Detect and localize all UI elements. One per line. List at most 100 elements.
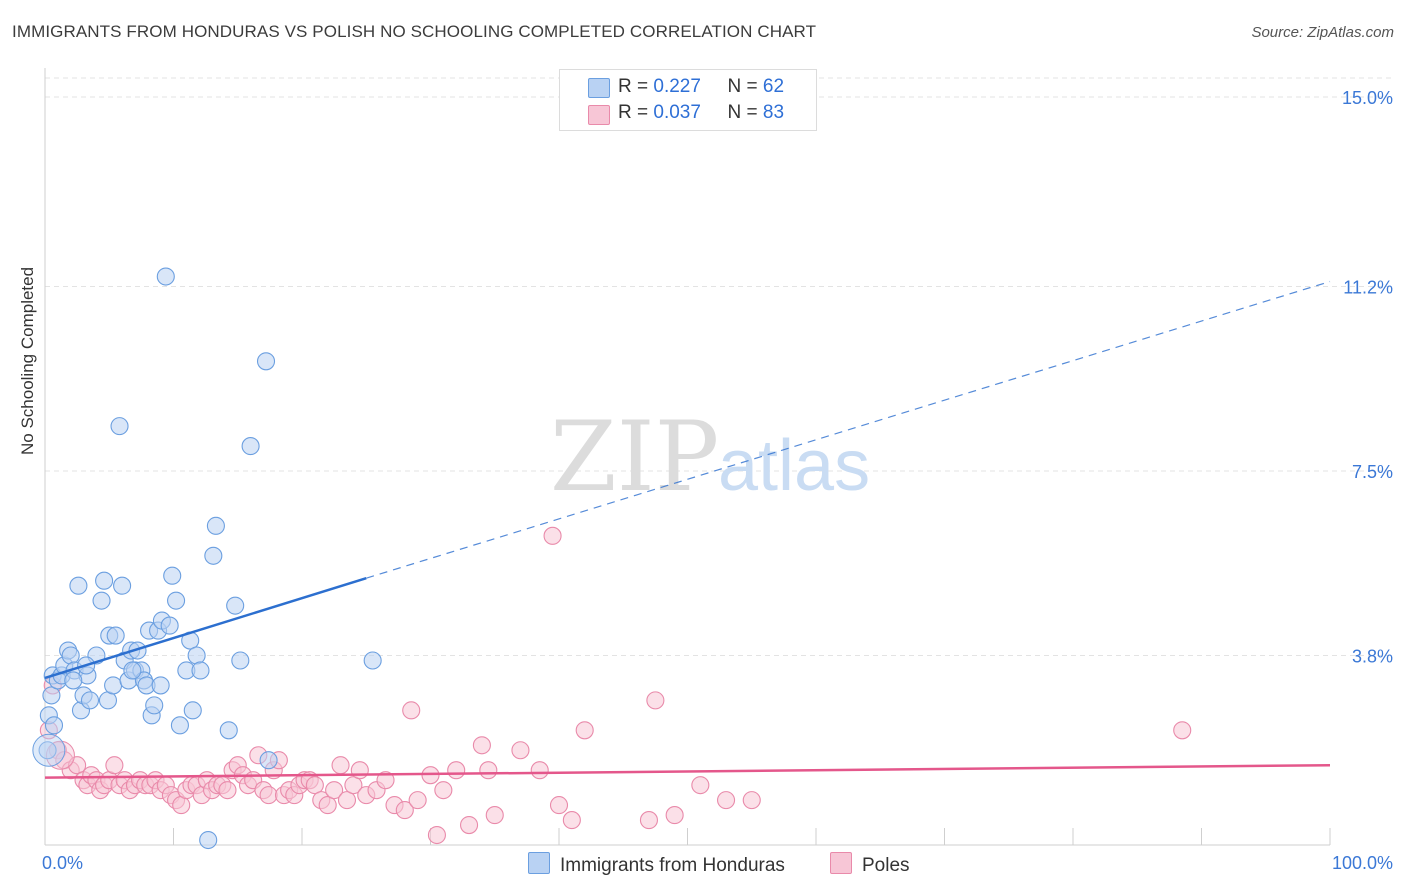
honduras-trend-line <box>44 577 367 680</box>
honduras-point <box>167 591 186 610</box>
poles-point <box>459 816 479 835</box>
poles-point <box>259 786 278 805</box>
legend-n-label: N = <box>727 76 758 97</box>
legend-n-value: 83 <box>762 102 785 123</box>
poles-point <box>325 781 344 800</box>
bottom-legend-honduras: Immigrants from Honduras <box>528 852 785 877</box>
honduras-point <box>106 626 125 645</box>
honduras-point <box>69 576 88 595</box>
y-tick-label: 3.8% <box>1352 647 1393 667</box>
poles-point <box>408 791 427 810</box>
honduras-point-large <box>32 733 66 767</box>
poles-point <box>402 701 421 720</box>
honduras-point <box>145 696 164 715</box>
honduras-point <box>191 661 210 680</box>
honduras-point <box>156 267 175 286</box>
honduras-point <box>61 646 80 665</box>
poles-point <box>447 761 466 780</box>
poles-point <box>646 691 665 710</box>
honduras-point <box>226 596 245 615</box>
y-axis-label: No Schooling Completed <box>18 266 37 455</box>
poles-point <box>575 721 594 740</box>
legend-row-poles: R = 0.037 N = 83 <box>618 102 784 126</box>
honduras-point <box>241 437 260 456</box>
poles-points <box>39 526 1192 845</box>
honduras-point <box>363 651 382 670</box>
poles-point <box>562 811 581 830</box>
bottom-legend-poles: Poles <box>830 852 910 877</box>
poles-point <box>331 756 350 775</box>
legend-r-label: R = <box>618 76 649 97</box>
poles-point <box>511 741 530 760</box>
x-tick-label: 0.0% <box>42 853 83 873</box>
legend-row-honduras: R = 0.227 N = 62 <box>618 76 784 100</box>
poles-point <box>105 756 124 775</box>
honduras-point <box>160 616 179 635</box>
source-label: Source: ZipAtlas.com <box>1251 24 1394 41</box>
poles-point <box>337 791 357 810</box>
honduras-point <box>256 352 276 371</box>
x-tick-label: 100.0% <box>1332 853 1393 873</box>
poles-point <box>639 811 659 830</box>
honduras-point <box>151 676 170 695</box>
trend-lines <box>44 280 1331 779</box>
correlation-legend: R = 0.227 N = 62 R = 0.037 N = 83 <box>559 69 817 131</box>
poles-trend-line <box>44 763 1331 779</box>
bottom-swatch-poles <box>830 852 852 874</box>
honduras-point <box>44 716 64 735</box>
legend-r-label: R = <box>618 102 649 123</box>
honduras-point <box>259 751 278 770</box>
poles-point <box>318 796 337 815</box>
honduras-points <box>32 267 382 850</box>
poles-point <box>549 796 569 815</box>
honduras-point <box>183 701 202 720</box>
tick-labels: 3.8% 7.5% 11.2% 15.0% 0.0% 100.0% <box>42 88 1393 873</box>
poles-point <box>543 526 562 545</box>
legend-n-label: N = <box>727 102 758 123</box>
poles-point <box>344 776 363 795</box>
honduras-point <box>199 830 218 850</box>
honduras-point <box>163 566 182 585</box>
poles-point <box>479 761 498 780</box>
y-tick-label: 11.2% <box>1343 277 1393 297</box>
poles-point <box>434 781 453 800</box>
bottom-legend-poles-label: Poles <box>862 855 910 876</box>
chart-title: IMMIGRANTS FROM HONDURAS VS POLISH NO SC… <box>12 22 817 41</box>
poles-point <box>376 771 395 790</box>
legend-r-value: 0.037 <box>653 102 701 123</box>
poles-point <box>218 781 237 800</box>
legend-r-value: 0.227 <box>653 76 701 97</box>
honduras-point <box>64 671 83 690</box>
y-tick-label: 15.0% <box>1342 88 1393 108</box>
poles-point <box>691 776 710 795</box>
honduras-point <box>123 661 142 680</box>
legend-swatch-poles <box>588 105 610 125</box>
poles-point <box>350 761 369 780</box>
poles-point <box>1173 721 1192 740</box>
honduras-point <box>92 591 111 610</box>
poles-point <box>665 806 684 825</box>
honduras-point <box>187 646 206 665</box>
honduras-point <box>170 716 189 735</box>
honduras-point <box>219 721 238 740</box>
honduras-point <box>95 571 114 590</box>
poles-point <box>395 801 414 820</box>
honduras-point <box>42 686 61 705</box>
legend-swatch-honduras <box>588 78 610 98</box>
bottom-swatch-honduras <box>528 852 550 874</box>
poles-point <box>485 806 504 825</box>
legend-n-value: 62 <box>762 76 785 97</box>
honduras-point <box>204 546 223 565</box>
honduras-point <box>38 741 57 760</box>
bottom-legend-honduras-label: Immigrants from Honduras <box>560 855 785 876</box>
honduras-point <box>113 576 132 595</box>
poles-point <box>716 791 736 810</box>
watermark-zip: ZIP <box>550 401 719 513</box>
honduras-point <box>206 516 225 535</box>
poles-point <box>472 736 491 755</box>
honduras-point <box>80 691 100 710</box>
honduras-point <box>104 676 123 695</box>
watermark-atlas: atlas <box>718 426 870 506</box>
honduras-point <box>231 651 250 670</box>
